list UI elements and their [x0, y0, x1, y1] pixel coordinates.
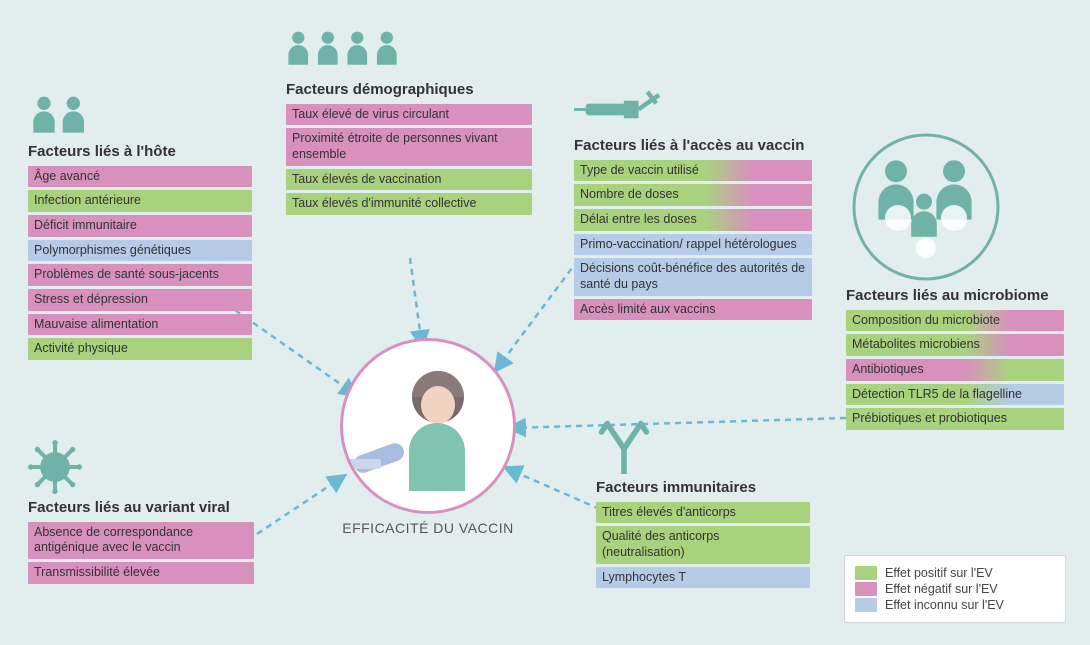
- legend-swatch-unknown: [855, 598, 877, 612]
- group-title: Facteurs immunitaires: [596, 479, 810, 498]
- factor-list: Titres élevés d'anticorpsQualité des ant…: [596, 502, 810, 589]
- factor-item: Taux élevés d'immunité collective: [286, 193, 532, 215]
- group-immune: Facteurs immunitaires Titres élevés d'an…: [596, 418, 810, 591]
- group-title: Facteurs liés à l'hôte: [28, 143, 252, 162]
- factor-item: Accès limité aux vaccins: [574, 299, 812, 321]
- factor-item: Problèmes de santé sous-jacents: [28, 264, 252, 286]
- group-title: Facteurs liés au microbiome: [846, 287, 1064, 306]
- group-access: Facteurs liés à l'accès au vaccin Type d…: [574, 84, 812, 323]
- group-microbiome: Facteurs liés au microbiome Composition …: [846, 132, 1064, 433]
- legend-item: Effet positif sur l'EV: [855, 566, 1055, 580]
- antibody-icon: [596, 418, 652, 474]
- group-title: Facteurs liés au variant viral: [28, 499, 254, 518]
- central-efficacy: EFFICACITÉ DU VACCIN: [318, 338, 538, 536]
- factor-list: Taux élevé de virus circulantProximité é…: [286, 104, 532, 215]
- central-label: EFFICACITÉ DU VACCIN: [318, 520, 538, 536]
- legend: Effet positif sur l'EV Effet négatif sur…: [844, 555, 1066, 623]
- factor-item: Stress et dépression: [28, 289, 252, 311]
- factor-item: Transmissibilité élevée: [28, 562, 254, 584]
- factor-item: Type de vaccin utilisé: [574, 160, 812, 182]
- factor-item: Titres élevés d'anticorps: [596, 502, 810, 524]
- group-host: Facteurs liés à l'hôte Âge avancéInfecti…: [28, 90, 252, 363]
- factor-item: Nombre de doses: [574, 184, 812, 206]
- vaccination-illustration: [340, 338, 516, 514]
- factor-item: Âge avancé: [28, 166, 252, 188]
- legend-label: Effet négatif sur l'EV: [885, 582, 998, 596]
- factor-item: Détection TLR5 de la flagelline: [846, 384, 1064, 406]
- factor-item: Activité physique: [28, 338, 252, 360]
- factor-item: Primo-vaccination/ rappel hétérologues: [574, 234, 812, 256]
- factor-item: Proximité étroite de personnes vivant en…: [286, 128, 532, 165]
- factor-list: Composition du microbioteMétabolites mic…: [846, 310, 1064, 430]
- factor-item: Antibiotiques: [846, 359, 1064, 381]
- group-title: Facteurs liés à l'accès au vaccin: [574, 137, 812, 156]
- factor-item: Polymorphismes génétiques: [28, 240, 252, 262]
- factor-item: Infection antérieure: [28, 190, 252, 212]
- factor-item: Lymphocytes T: [596, 567, 810, 589]
- people-four-icon: [286, 24, 404, 76]
- factor-item: Absence de correspondance antigénique av…: [28, 522, 254, 559]
- group-variant: Facteurs liés au variant viral Absence d…: [28, 440, 254, 587]
- people-pair-icon: [28, 90, 92, 138]
- factor-item: Prébiotiques et probiotiques: [846, 408, 1064, 430]
- legend-label: Effet positif sur l'EV: [885, 566, 993, 580]
- factor-item: Mauvaise alimentation: [28, 314, 252, 336]
- factor-item: Composition du microbiote: [846, 310, 1064, 332]
- legend-label: Effet inconnu sur l'EV: [885, 598, 1004, 612]
- factor-item: Taux élevé de virus circulant: [286, 104, 532, 126]
- factor-list: Type de vaccin utiliséNombre de doses Dél…: [574, 160, 812, 320]
- factor-item: Déficit immunitaire: [28, 215, 252, 237]
- factor-list: Absence de correspondance antigénique av…: [28, 522, 254, 584]
- group-demographic: Facteurs démographiques Taux élevé de vi…: [286, 24, 532, 218]
- factor-item: Délai entre les doses: [574, 209, 812, 231]
- group-title: Facteurs démographiques: [286, 81, 532, 100]
- factor-item: Métabolites microbiens: [846, 334, 1064, 356]
- family-circle-icon: [846, 132, 1006, 282]
- syringe-icon: [574, 84, 662, 132]
- factor-item: Décisions coût-bénéfice des autorités de…: [574, 258, 812, 295]
- legend-item: Effet inconnu sur l'EV: [855, 598, 1055, 612]
- factor-item: Qualité des anticorps (neutralisation): [596, 526, 810, 563]
- legend-item: Effet négatif sur l'EV: [855, 582, 1055, 596]
- legend-swatch-positive: [855, 566, 877, 580]
- factor-list: Âge avancéInfection antérieure Déficit im…: [28, 166, 252, 360]
- factor-item: Taux élevés de vaccination: [286, 169, 532, 191]
- virus-icon: [28, 440, 82, 494]
- legend-swatch-negative: [855, 582, 877, 596]
